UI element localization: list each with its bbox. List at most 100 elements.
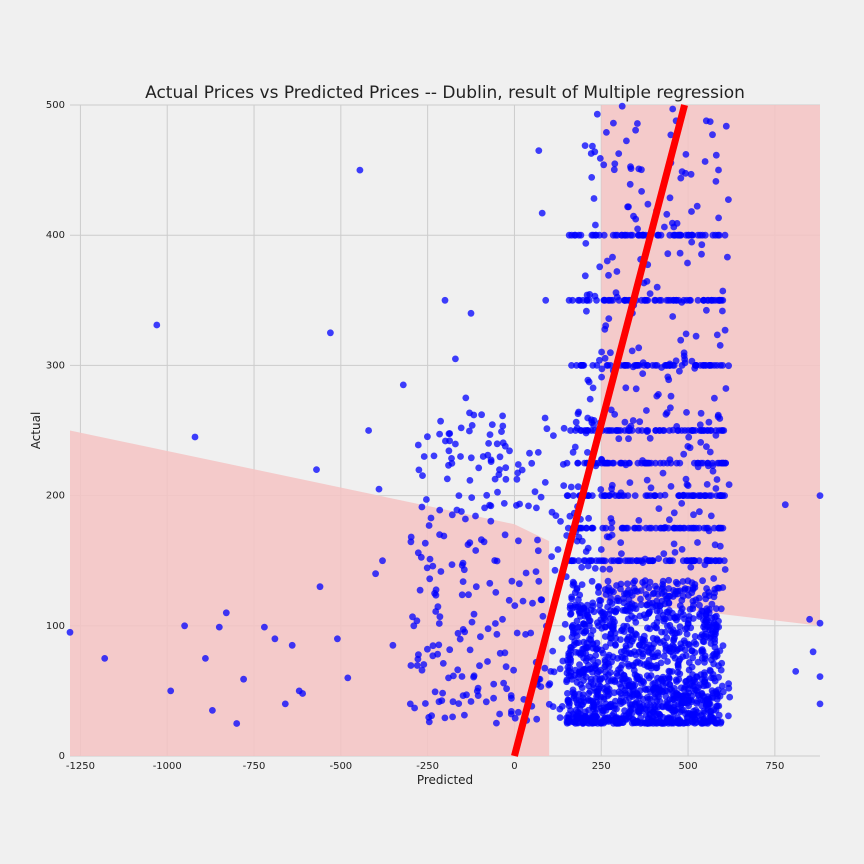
data-point	[628, 347, 636, 355]
data-point	[690, 511, 697, 519]
data-point	[327, 329, 334, 337]
data-point	[676, 670, 684, 678]
data-point	[452, 355, 459, 363]
data-point	[706, 708, 714, 716]
data-point	[678, 546, 686, 553]
data-point	[669, 557, 676, 565]
data-point	[598, 455, 605, 463]
x-tick-label: -1000	[153, 761, 182, 772]
data-point	[671, 524, 679, 532]
data-point	[636, 418, 644, 426]
data-point	[567, 483, 575, 491]
data-point	[554, 546, 562, 553]
data-point	[703, 481, 711, 488]
data-point	[563, 718, 571, 726]
data-point	[717, 605, 725, 613]
data-point	[695, 691, 702, 699]
data-point	[513, 502, 520, 509]
data-point	[669, 313, 677, 320]
data-point	[448, 561, 456, 568]
data-point	[694, 231, 702, 239]
data-point	[513, 629, 521, 637]
data-point	[781, 501, 789, 509]
data-point	[490, 680, 498, 688]
data-point	[430, 452, 438, 460]
data-point	[710, 524, 718, 532]
data-point	[633, 588, 641, 595]
data-point	[458, 508, 465, 515]
data-point	[623, 622, 631, 630]
data-point	[437, 568, 445, 575]
data-point	[707, 512, 715, 520]
data-point	[458, 561, 466, 569]
data-point	[607, 515, 615, 522]
data-point	[585, 514, 592, 522]
data-point	[423, 496, 430, 503]
data-point	[425, 522, 433, 529]
data-point	[646, 695, 654, 703]
data-point	[596, 263, 604, 271]
data-point	[484, 625, 492, 633]
data-point	[644, 593, 652, 601]
data-point	[715, 459, 723, 467]
data-point	[629, 417, 637, 424]
data-point	[643, 706, 651, 714]
data-point	[638, 296, 645, 304]
data-point	[589, 142, 596, 150]
data-point	[716, 296, 723, 304]
data-point	[575, 408, 582, 416]
data-point	[717, 524, 725, 532]
data-point	[607, 594, 615, 602]
y-tick-label: 200	[46, 491, 65, 502]
data-point	[725, 196, 732, 204]
data-point	[674, 590, 681, 598]
data-point	[695, 684, 702, 691]
data-point	[410, 622, 418, 630]
data-point	[605, 459, 613, 467]
data-point	[716, 342, 724, 349]
data-point	[670, 643, 678, 651]
data-point	[653, 283, 661, 291]
data-point	[725, 680, 732, 688]
data-point	[722, 385, 730, 392]
data-point	[569, 492, 577, 499]
data-point	[576, 667, 584, 675]
data-point	[701, 158, 709, 165]
data-point	[316, 583, 324, 591]
data-point	[663, 687, 671, 695]
data-point	[487, 517, 495, 525]
x-tick-label: -750	[243, 761, 266, 772]
data-point	[662, 647, 670, 654]
data-point	[718, 659, 726, 667]
data-point	[589, 524, 597, 532]
data-point	[617, 489, 625, 497]
data-point	[612, 641, 619, 648]
data-point	[571, 601, 579, 609]
data-point	[646, 599, 653, 607]
data-point	[564, 690, 571, 697]
data-point	[462, 515, 469, 523]
data-point	[611, 160, 619, 168]
data-point	[584, 562, 592, 570]
data-point	[549, 647, 557, 655]
data-point	[693, 202, 701, 210]
data-point	[466, 646, 474, 654]
data-point	[676, 459, 684, 467]
data-point	[701, 719, 709, 727]
data-point	[612, 289, 620, 297]
data-point	[681, 359, 689, 367]
x-tick-label: -500	[329, 761, 352, 772]
data-point	[666, 194, 674, 202]
data-point	[586, 395, 594, 403]
data-point	[617, 669, 625, 677]
data-point	[501, 531, 509, 539]
data-point	[637, 714, 644, 722]
data-point	[564, 492, 572, 499]
data-point	[612, 714, 620, 722]
data-point	[633, 690, 641, 698]
data-point	[639, 457, 646, 464]
data-point	[715, 214, 722, 222]
data-point	[713, 690, 721, 698]
data-point	[654, 602, 661, 609]
data-point	[449, 713, 456, 721]
